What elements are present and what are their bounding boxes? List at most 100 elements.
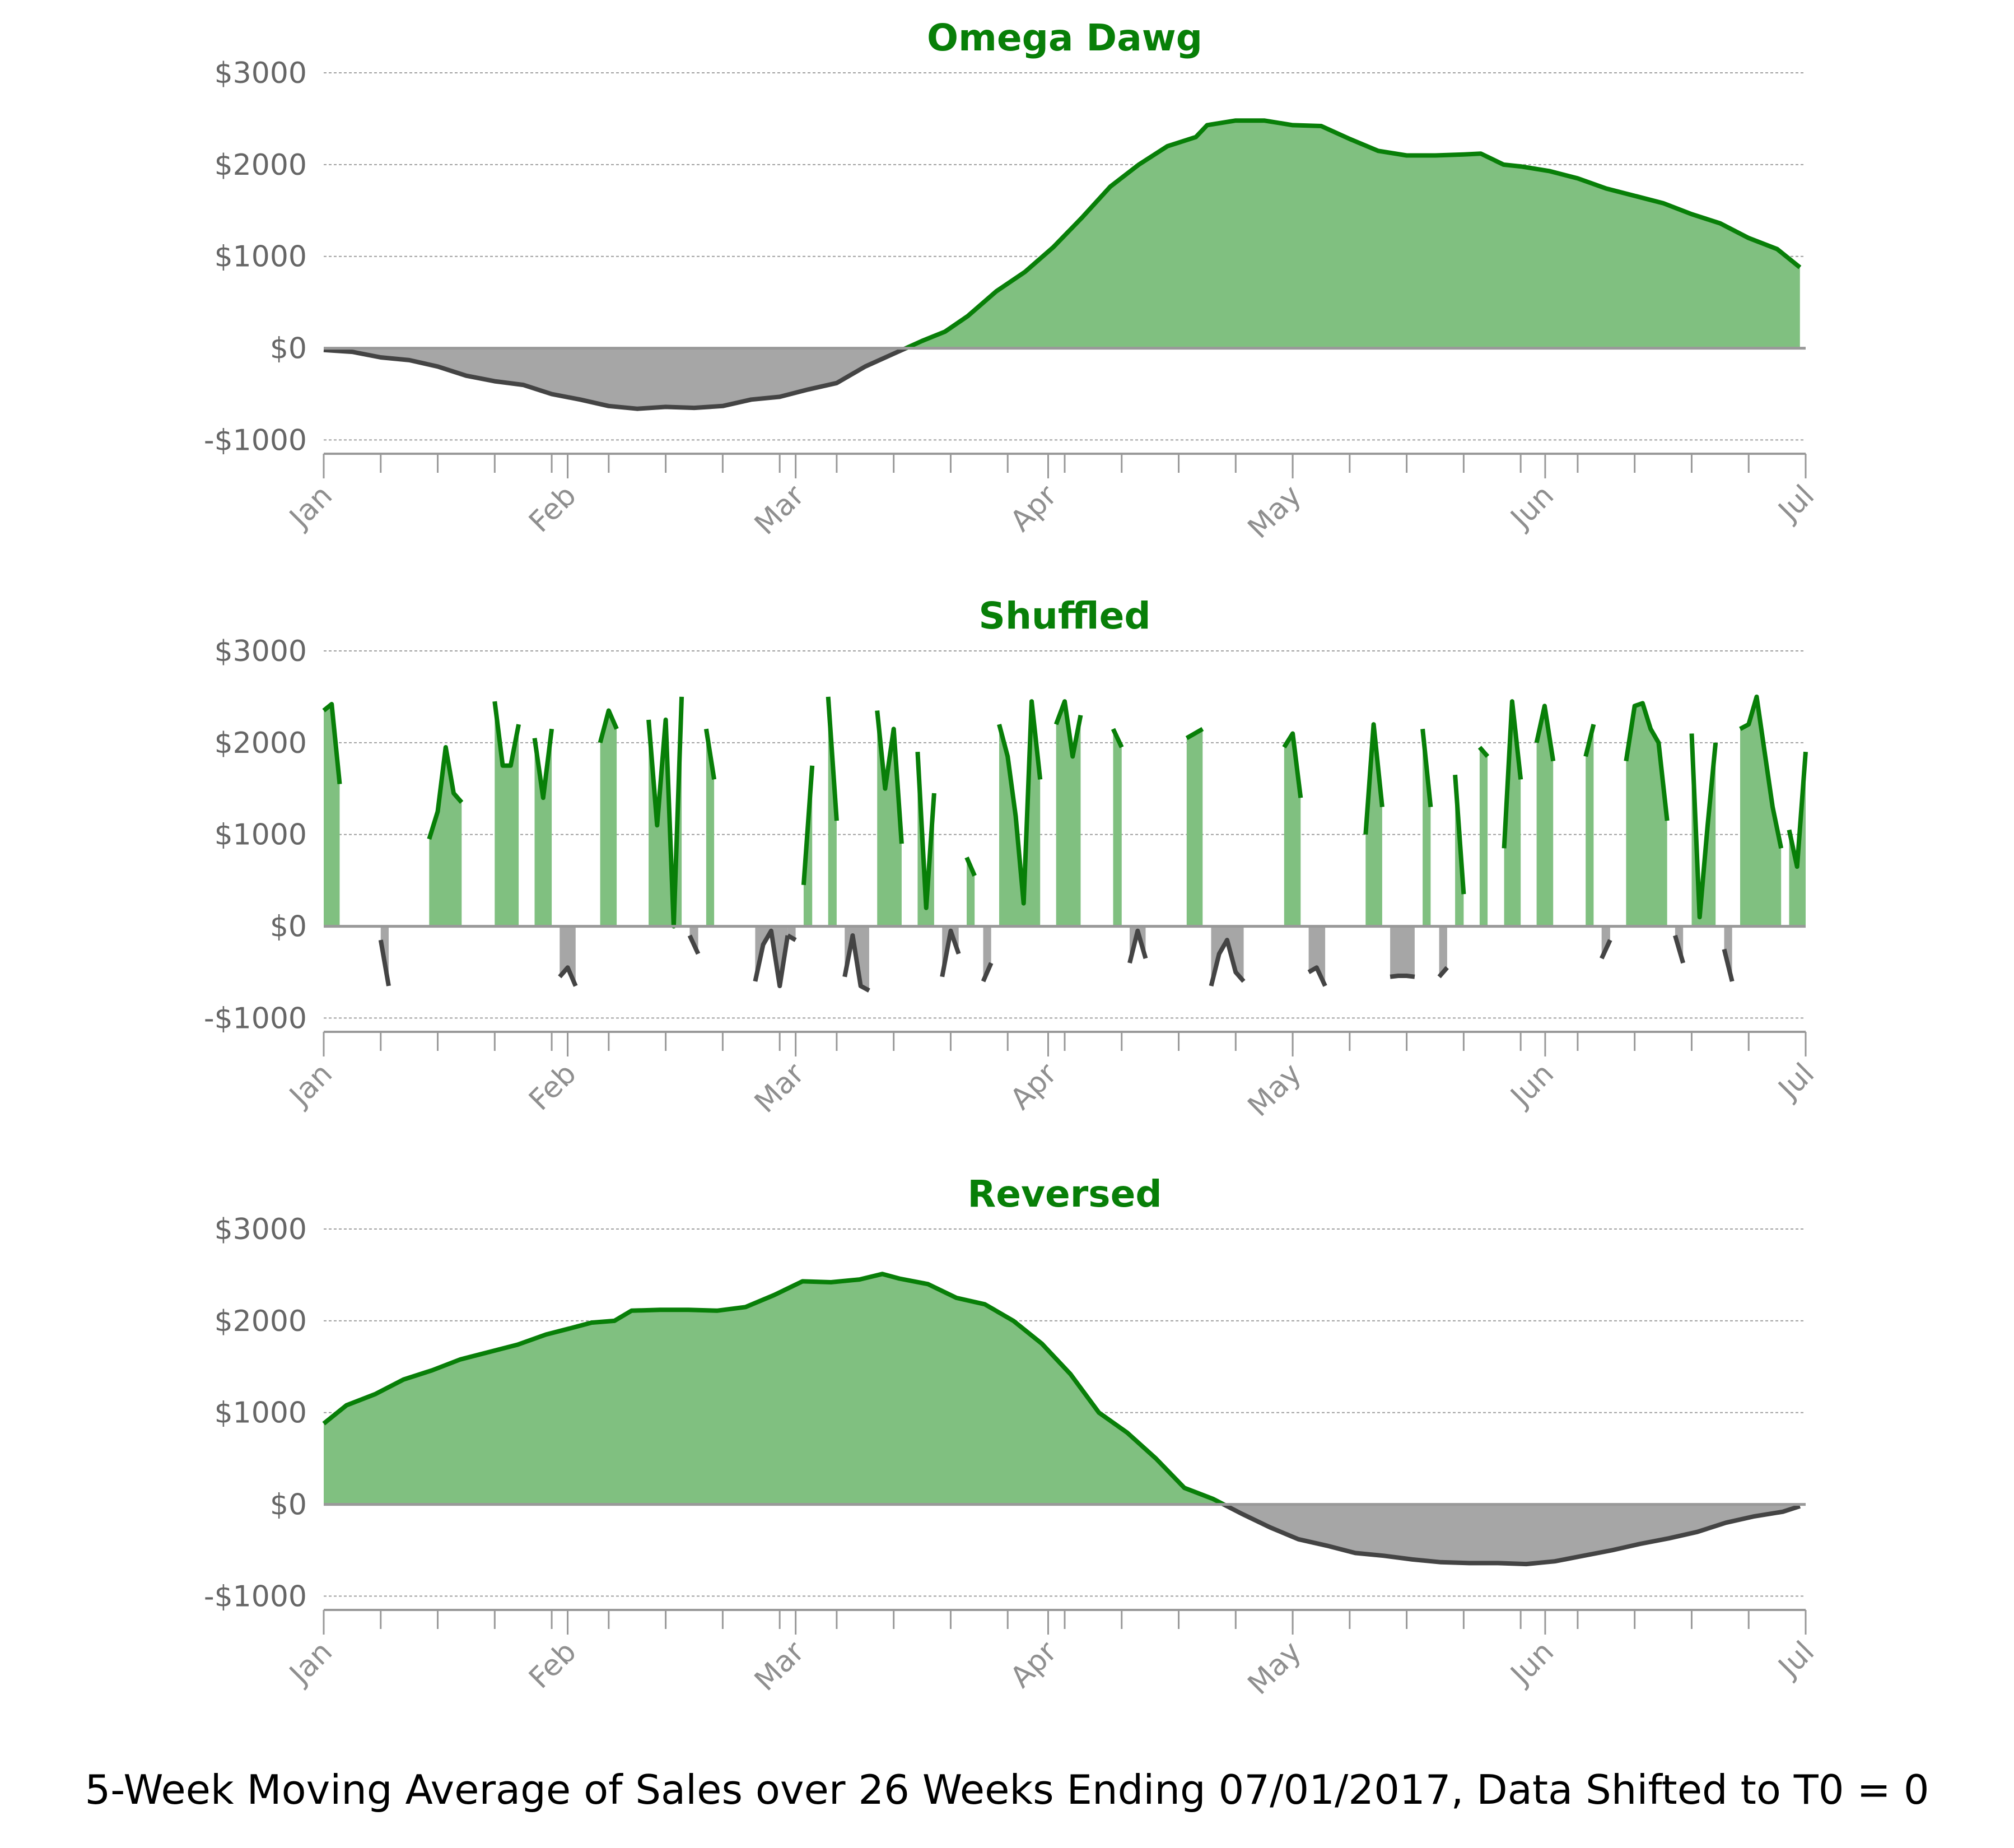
shuffled-area-segment bbox=[1626, 703, 1667, 927]
shuffled-area-segment bbox=[1113, 729, 1122, 927]
shuffled-series-line bbox=[492, 701, 521, 768]
shuffled-series-line bbox=[1053, 699, 1083, 759]
omega-dawg-area-segment bbox=[324, 348, 906, 409]
omega-dawg-series-line bbox=[323, 346, 907, 411]
reversed-ytick-label: $1000 bbox=[215, 1397, 307, 1430]
omega-dawg-ytick-label: -$1000 bbox=[204, 423, 307, 457]
shuffled-series-line bbox=[1722, 948, 1735, 982]
shuffled-series-line bbox=[1363, 722, 1384, 835]
reversed-ytick-label: $0 bbox=[270, 1488, 307, 1522]
shuffled-area-segment bbox=[1439, 926, 1447, 977]
shuffled-series-line bbox=[1583, 724, 1596, 757]
shuffled-ytick-label: $3000 bbox=[215, 635, 307, 668]
reversed-chart: Reversed -$1000 $0 $1000 $2000 $3000 Jan Feb Mar… bbox=[204, 1172, 1821, 1701]
shuffled-series-line bbox=[1787, 751, 1808, 869]
shuffled-series-line bbox=[532, 728, 554, 800]
reversed-xtick-label: Jun bbox=[1503, 1635, 1560, 1692]
reversed-ytick-label: -$1000 bbox=[204, 1580, 307, 1613]
shuffled-area-segment bbox=[1789, 752, 1806, 927]
shuffled-series-line bbox=[753, 928, 790, 989]
figure-caption: 5-Week Moving Average of Sales over 26 W… bbox=[85, 1766, 1929, 1813]
shuffled-series-line bbox=[1502, 699, 1523, 849]
shuffled-ytick-label: $0 bbox=[270, 910, 307, 944]
shuffled-series-line bbox=[598, 708, 619, 743]
reversed-area-segment bbox=[324, 1274, 1224, 1505]
shuffled-series-line bbox=[1111, 728, 1124, 748]
reversed-ytick-label: $2000 bbox=[215, 1305, 307, 1338]
shuffled-series-line bbox=[646, 696, 684, 929]
omega-dawg-area-segment bbox=[906, 120, 1800, 348]
omega-dawg-ytick-label: $3000 bbox=[215, 57, 307, 90]
shuffled-series-line bbox=[786, 933, 797, 942]
shuffled-area-segment bbox=[649, 696, 682, 927]
shuffled-series-line bbox=[1127, 928, 1148, 964]
shuffled-area-segment bbox=[1586, 724, 1594, 927]
shuffled-xtick-label: Jun bbox=[1503, 1057, 1560, 1114]
shuffled-series-line bbox=[1689, 733, 1718, 920]
shuffled-xtick-label: Apr bbox=[1004, 1056, 1064, 1116]
shuffled-series-line bbox=[842, 933, 870, 993]
omega-dawg-xtick-label: Mar bbox=[748, 478, 811, 541]
shuffled-series-line bbox=[1477, 746, 1490, 758]
shuffled-series-line bbox=[1209, 938, 1246, 987]
shuffled-series-line bbox=[915, 751, 936, 910]
shuffled-series-line bbox=[1534, 704, 1556, 762]
reversed-xtick-label: Jan bbox=[282, 1635, 339, 1692]
omega-dawg-xtick-label: Jan bbox=[282, 479, 339, 536]
shuffled-ytick-label: $1000 bbox=[215, 818, 307, 852]
shuffled-series-line bbox=[1185, 727, 1204, 741]
shuffled-area-segment bbox=[1479, 747, 1488, 927]
shuffled-series-line bbox=[997, 699, 1043, 906]
omega-dawg-ytick-label: $1000 bbox=[215, 240, 307, 274]
reversed-series-line bbox=[1222, 1502, 1801, 1567]
omega-dawg-xtick-label: May bbox=[1242, 479, 1308, 545]
shuffled-series-line bbox=[940, 928, 961, 977]
shuffled-series-line bbox=[687, 934, 701, 955]
shuffled-series-line bbox=[875, 710, 904, 844]
shuffled-area-segment bbox=[1390, 926, 1415, 977]
omega-dawg-ytick-label: $0 bbox=[270, 332, 307, 366]
shuffled-series-line bbox=[1453, 774, 1466, 895]
shuffled-series-line bbox=[1390, 974, 1415, 979]
shuffled-area-segment bbox=[429, 747, 462, 927]
shuffled-area-segment bbox=[1186, 729, 1203, 927]
omega-dawg-xtick-label: Feb bbox=[523, 479, 583, 539]
shuffled-xtick-label: May bbox=[1242, 1057, 1308, 1123]
shuffled-series-line bbox=[801, 765, 815, 886]
omega-dawg-xtick-label: Jun bbox=[1503, 479, 1560, 536]
shuffled-area-segment bbox=[1308, 926, 1326, 986]
shuffled-series-line bbox=[1307, 965, 1327, 987]
shuffled-ytick-label: -$1000 bbox=[204, 1002, 307, 1035]
shuffled-xtick-label: Mar bbox=[748, 1056, 811, 1119]
shuffled-series-line bbox=[1437, 966, 1449, 979]
omega-dawg-title: Omega Dawg bbox=[927, 16, 1202, 59]
omega-dawg-xtick-label: Apr bbox=[1004, 478, 1064, 538]
shuffled-series-line bbox=[1624, 701, 1670, 821]
reversed-ytick-label: $3000 bbox=[215, 1213, 307, 1246]
omega-dawg-xtick-label: Jul bbox=[1771, 479, 1821, 529]
reversed-xtick-label: Jul bbox=[1771, 1635, 1821, 1685]
shuffled-xtick-label: Jul bbox=[1771, 1057, 1821, 1107]
shuffled-series-line bbox=[378, 939, 391, 986]
shuffled-series-line bbox=[703, 728, 717, 780]
shuffled-series-line bbox=[1739, 694, 1784, 849]
shuffled-area-segment bbox=[324, 704, 340, 927]
shuffled-xtick-label: Feb bbox=[523, 1057, 583, 1118]
reversed-title: Reversed bbox=[967, 1172, 1162, 1216]
reversed-area-segment bbox=[1223, 1504, 1800, 1565]
shuffled-title: Shuffled bbox=[978, 594, 1150, 637]
shuffled-area-segment bbox=[1536, 706, 1554, 927]
reversed-xtick-label: Apr bbox=[1004, 1635, 1064, 1694]
shuffled-series-line bbox=[322, 702, 342, 784]
shuffled-chart: Shuffled -$1000 $0 $1000 $2000 $3000 Jan Feb Mar… bbox=[204, 594, 1821, 1123]
shuffled-series-line bbox=[1600, 939, 1612, 960]
shuffled-series-line bbox=[427, 745, 464, 840]
omega-dawg-ytick-label: $2000 bbox=[215, 148, 307, 182]
shuffled-area-segment bbox=[600, 710, 617, 927]
reversed-xtick-label: Mar bbox=[748, 1635, 811, 1697]
reversed-series-line bbox=[322, 1272, 1225, 1507]
shuffled-series-line bbox=[1420, 728, 1433, 808]
shuffled-area-segment bbox=[1740, 696, 1782, 927]
omega-dawg-series-line bbox=[905, 118, 1802, 351]
